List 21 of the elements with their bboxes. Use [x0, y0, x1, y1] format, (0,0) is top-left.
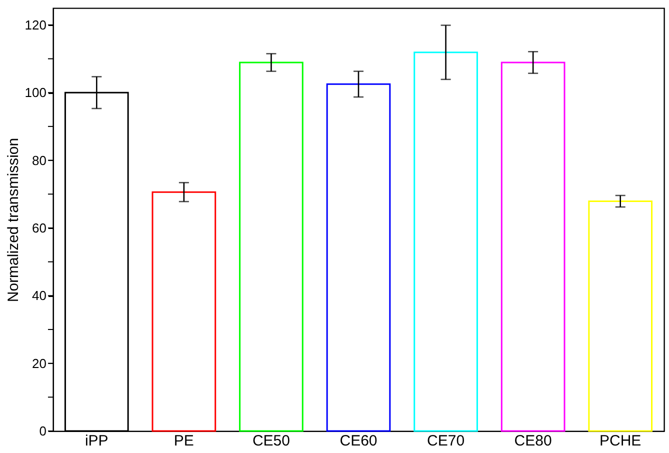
bar: [588, 200, 653, 432]
y-tick-label: 40: [32, 288, 46, 304]
y-tick-label: 20: [32, 356, 46, 371]
y-tick-label: 100: [24, 85, 46, 100]
x-tick-label: CE80: [514, 432, 552, 450]
y-tick-label: 80: [32, 152, 46, 168]
y-tick-label: 60: [32, 220, 46, 236]
y-tick-label: 0: [39, 424, 46, 438]
x-tick-label: PCHE: [600, 432, 642, 450]
bar: [326, 83, 391, 432]
y-tick-label: 120: [24, 17, 46, 32]
bar: [152, 191, 216, 432]
x-tick-label: CE70: [427, 432, 465, 450]
bar: [414, 52, 478, 432]
x-tick-label: PE: [174, 432, 194, 450]
x-tick-label: CE50: [252, 432, 290, 450]
x-tick-label: iPP: [84, 432, 108, 450]
x-tick-label: CE60: [340, 432, 378, 450]
y-axis-title: Normalized transmission: [4, 138, 22, 302]
bar: [500, 62, 566, 432]
bar: [239, 62, 304, 432]
